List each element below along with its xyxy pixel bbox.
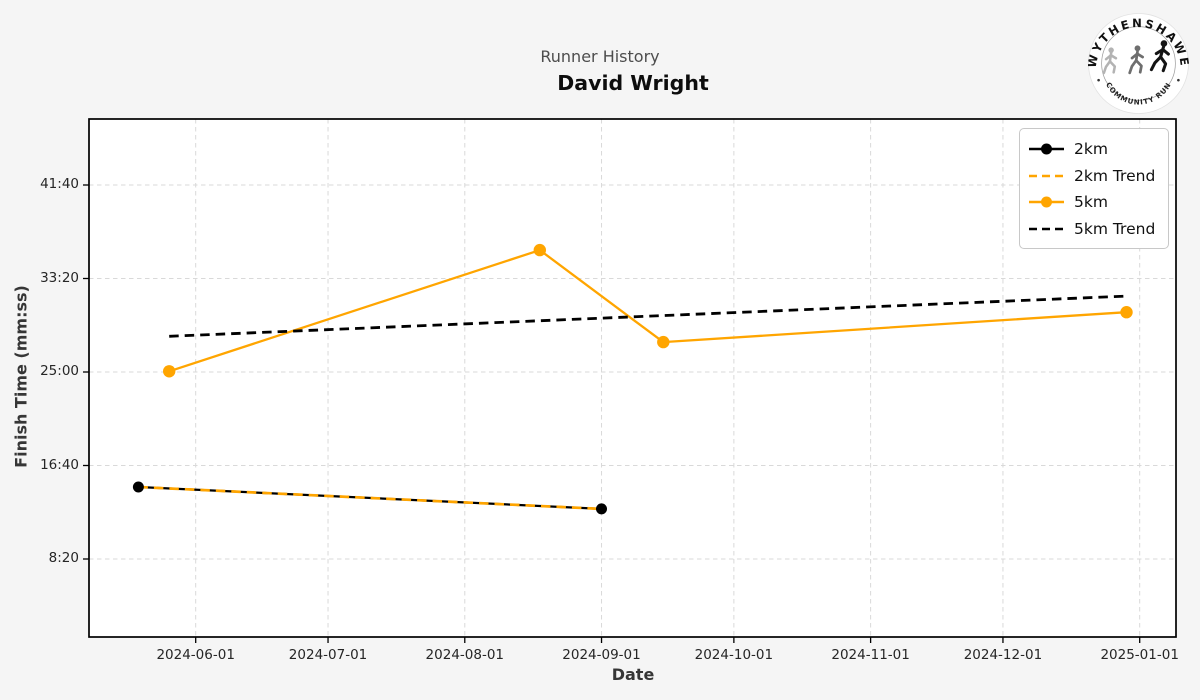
x-tick-label: 2024-07-01 bbox=[288, 647, 368, 663]
series-line-5km-trend bbox=[169, 294, 1127, 338]
plot-border bbox=[88, 118, 1177, 638]
y-tick-label: 16:40 bbox=[40, 456, 79, 473]
data-point-5km bbox=[533, 243, 546, 257]
data-point-5km bbox=[1120, 306, 1133, 319]
legend-item-5km-trend: 5km Trend bbox=[1028, 216, 1158, 243]
legend-item-2km: 2km bbox=[1028, 136, 1158, 163]
plot-area bbox=[89, 119, 1176, 637]
legend-sample-line bbox=[1029, 196, 1064, 208]
series-line-2km bbox=[138, 485, 602, 510]
logo-inner-ring bbox=[1101, 26, 1176, 101]
logo-dot-right bbox=[1177, 78, 1180, 82]
x-tick-label: 2024-10-01 bbox=[694, 647, 774, 663]
legend-item-2km-trend: 2km Trend bbox=[1028, 163, 1158, 190]
series-line-5km bbox=[168, 248, 1127, 373]
legend-label: 2km bbox=[1074, 140, 1108, 159]
logo-dot-left bbox=[1097, 78, 1100, 82]
y-tick-label: 33:20 bbox=[40, 269, 79, 286]
legend-sample-line bbox=[1029, 174, 1064, 178]
x-tick-label: 2024-06-01 bbox=[156, 647, 235, 663]
legend-label: 2km Trend bbox=[1074, 166, 1156, 185]
data-point-5km bbox=[163, 365, 176, 378]
x-tick-label: 2024-08-01 bbox=[425, 647, 505, 663]
legend-item-5km: 5km bbox=[1028, 189, 1158, 216]
data-point-2km bbox=[132, 481, 144, 493]
data-point-5km bbox=[657, 335, 670, 349]
x-axis-label: Date bbox=[611, 665, 655, 684]
runner-name-title: David Wright bbox=[557, 71, 709, 95]
community-run-logo: WYTHENSHAWE COMMUNITY RUN bbox=[1088, 13, 1189, 114]
legend-label: 5km bbox=[1074, 193, 1108, 212]
data-point-2km bbox=[596, 503, 607, 515]
x-tick-label: 2024-12-01 bbox=[963, 647, 1043, 663]
y-tick-label: 25:00 bbox=[40, 363, 79, 379]
chart-legend: 2km 2km Trend 5km 5km Trend bbox=[1019, 128, 1169, 249]
legend-sample-line bbox=[1029, 227, 1064, 231]
legend-sample-line bbox=[1029, 143, 1064, 155]
x-tick-label: 2024-09-01 bbox=[562, 647, 641, 663]
y-tick-label: 41:40 bbox=[40, 176, 79, 192]
x-tick-label: 2024-11-01 bbox=[831, 647, 910, 663]
figure-suptitle: Runner History bbox=[540, 47, 660, 66]
y-tick-label: 8:20 bbox=[48, 550, 79, 566]
x-tick-label: 2025-01-01 bbox=[1100, 647, 1179, 663]
legend-label: 5km Trend bbox=[1074, 219, 1156, 238]
